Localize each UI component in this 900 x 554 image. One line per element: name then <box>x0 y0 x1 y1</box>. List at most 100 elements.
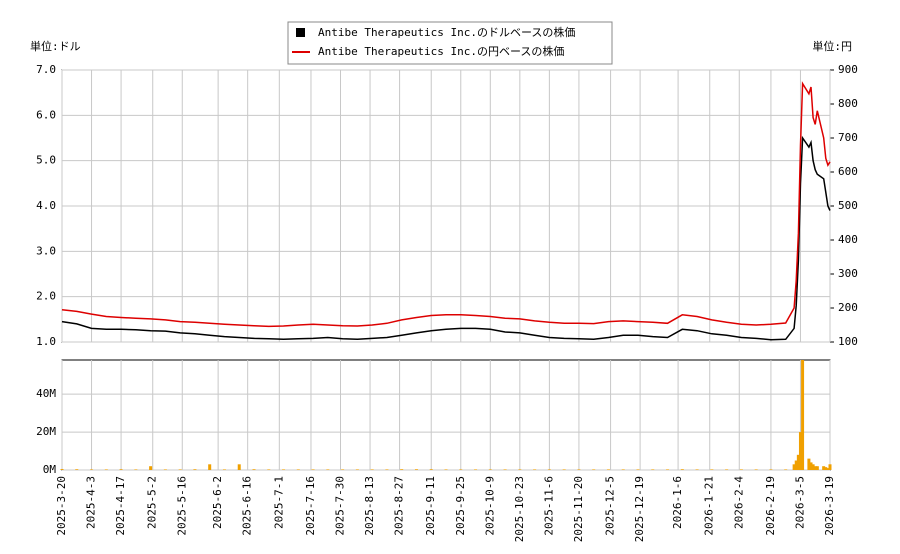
volume-tick-label: 0M <box>43 463 57 476</box>
x-tick-label: 2026-2-19 <box>764 476 777 536</box>
volume-bar <box>666 469 670 470</box>
legend <box>287 21 613 65</box>
y-tick-label: 6.0 <box>36 108 56 121</box>
volume-bar <box>826 468 830 470</box>
x-tick-label: 2025-5-16 <box>175 476 188 536</box>
y-tick-label: 7.0 <box>36 63 56 76</box>
price-line <box>61 135 831 341</box>
volume-bar <box>577 469 581 470</box>
x-tick-label: 2025-8-27 <box>393 476 406 536</box>
volume-bar <box>725 469 729 470</box>
x-tick-label: 2026-3-5 <box>793 476 806 529</box>
volume-bar <box>822 466 826 470</box>
volume-bar <box>769 469 773 470</box>
volume-bar <box>282 469 286 470</box>
legend-label: Antibe Therapeutics Inc.の円ベースの株価 <box>318 44 564 58</box>
volume-bar <box>811 464 815 470</box>
volume-bar <box>801 360 805 470</box>
volume-bar <box>237 464 241 470</box>
right-unit: 単位:円 <box>812 39 852 53</box>
volume-bar <box>104 469 108 470</box>
volume-bar <box>592 469 596 470</box>
volume-bar <box>119 469 123 470</box>
volume-bar <box>60 469 64 470</box>
volume-bar <box>562 469 566 470</box>
x-tick-label: 2025-11-6 <box>542 476 555 536</box>
x-tick-label: 2025-7-1 <box>272 476 285 529</box>
x-tick-label: 2025-6-16 <box>241 476 254 536</box>
volume-bar <box>134 469 138 470</box>
volume-bar <box>792 464 796 470</box>
x-tick-label: 2025-10-9 <box>483 476 496 536</box>
volume-bar <box>488 469 492 470</box>
x-tick-label: 2025-4-3 <box>85 476 98 529</box>
legend-swatch <box>296 28 305 37</box>
volume-bar <box>414 469 418 470</box>
volume-bar <box>296 469 300 470</box>
y-tick-label: 5.0 <box>36 154 56 167</box>
volume-bar <box>815 466 819 470</box>
volume-bar <box>341 469 345 470</box>
x-tick-label: 2025-4-17 <box>114 476 127 536</box>
volume-bar <box>798 432 802 470</box>
x-tick-label: 2026-1-6 <box>671 476 684 529</box>
price-line <box>61 81 831 328</box>
volume-bar <box>695 469 699 470</box>
x-tick-label: 2025-9-11 <box>424 476 437 536</box>
volume-bar <box>385 469 389 470</box>
x-tick-label: 2025-3-20 <box>55 476 68 536</box>
x-tick-label: 2025-12-5 <box>604 476 617 536</box>
volume-bar <box>680 469 684 470</box>
volume-bar <box>326 469 330 470</box>
y2-tick-label: 300 <box>838 267 858 280</box>
y2-tick-label: 800 <box>838 97 858 110</box>
volume-bar <box>400 469 404 470</box>
volume-bar <box>355 469 359 470</box>
volume-bar <box>222 469 226 470</box>
x-tick-label: 2025-8-13 <box>363 476 376 536</box>
volume-bar <box>459 469 463 470</box>
y-tick-label: 2.0 <box>36 290 56 303</box>
volume-bar <box>252 469 256 470</box>
volume-bar <box>193 469 197 470</box>
volume-bar <box>809 462 813 470</box>
y2-tick-label: 600 <box>838 165 858 178</box>
x-tick-label: 2025-9-25 <box>454 476 467 536</box>
y2-tick-label: 900 <box>838 63 858 76</box>
volume-bar <box>796 454 800 470</box>
y-tick-label: 3.0 <box>36 244 56 257</box>
y2-tick-label: 700 <box>838 131 858 144</box>
volume-bar <box>636 469 640 470</box>
x-tick-label: 2026-3-19 <box>823 476 836 536</box>
volume-bar <box>784 469 788 470</box>
volume-bar <box>518 469 522 470</box>
y2-tick-label: 500 <box>838 199 858 212</box>
volume-frame <box>61 359 831 471</box>
volume-bar <box>651 469 655 470</box>
volume-bar <box>828 464 832 470</box>
volume-bar <box>739 469 743 470</box>
y2-tick-label: 100 <box>838 335 858 348</box>
volume-bar <box>606 469 610 470</box>
volume-bar <box>429 469 433 470</box>
volume-bar <box>824 467 828 470</box>
x-tick-label: 2026-2-4 <box>732 476 745 529</box>
x-tick-label: 2025-10-23 <box>513 476 526 542</box>
volume-bar <box>311 469 315 470</box>
volume-bar <box>710 469 714 470</box>
volume-bar <box>813 466 817 470</box>
x-tick-label: 2025-5-2 <box>146 476 159 529</box>
x-tick-label: 2025-12-19 <box>633 476 646 542</box>
x-tick-label: 2025-6-2 <box>211 476 224 529</box>
volume-tick-label: 20M <box>36 425 56 438</box>
y-tick-label: 4.0 <box>36 199 56 212</box>
volume-bar <box>444 469 448 470</box>
volume-bar <box>474 469 478 470</box>
volume-bar <box>90 469 94 470</box>
volume-bar <box>503 469 507 470</box>
left-unit: 単位:ドル <box>30 39 81 53</box>
volume-bar <box>208 464 212 470</box>
x-tick-label: 2025-7-30 <box>334 476 347 536</box>
